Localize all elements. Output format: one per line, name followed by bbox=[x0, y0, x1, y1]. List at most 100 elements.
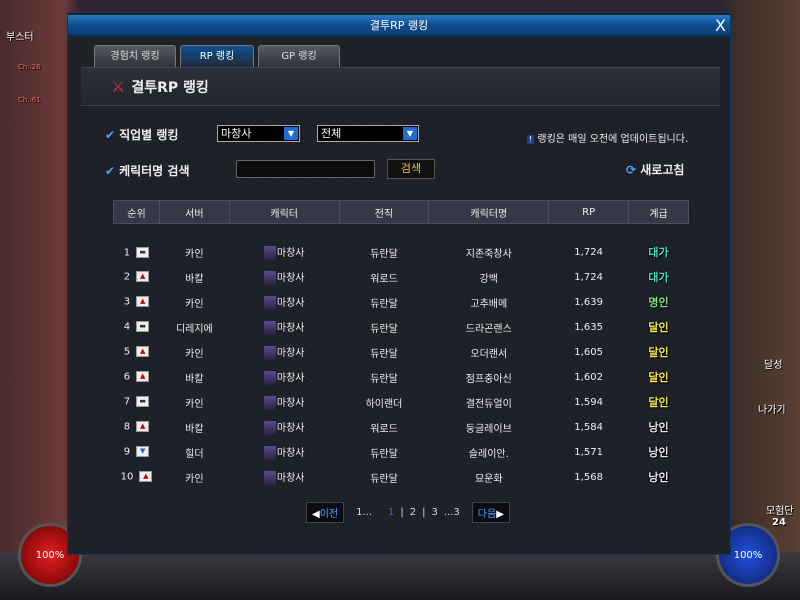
grade-cell: 낭인 bbox=[629, 415, 689, 440]
table-row[interactable]: 4 ▬ 디레지에 마창사 듀란달 드라곤랜스 1,635 달인 bbox=[114, 315, 689, 340]
title-bar[interactable]: 결투RP 랭킹 X bbox=[68, 15, 730, 37]
chevron-down-icon[interactable]: ▼ bbox=[284, 127, 298, 140]
refresh-button[interactable]: ⟳ 새로고침 bbox=[626, 161, 684, 178]
character-search-input[interactable] bbox=[236, 160, 375, 178]
game-bottom-bar bbox=[0, 552, 800, 600]
grade-cell: 달인 bbox=[629, 340, 689, 365]
character-portrait-icon bbox=[263, 271, 276, 285]
column-header: 계급 bbox=[628, 200, 689, 224]
job-cell: 마창사 bbox=[229, 465, 339, 490]
character-portrait-icon bbox=[263, 446, 276, 460]
character-name-cell[interactable]: 둥글레이브 bbox=[465, 423, 512, 435]
advancement-cell: 듀란달 bbox=[370, 448, 398, 460]
channel-label: Ch. 26 bbox=[18, 63, 41, 71]
job-select[interactable]: 마창사 ▼ bbox=[217, 125, 300, 142]
table-row[interactable]: 6 ▲ 바칼 마창사 듀란달 점프충아신 1,602 달인 bbox=[114, 365, 689, 390]
job: 마창사 bbox=[276, 373, 305, 384]
page-link-2[interactable]: 2 bbox=[409, 507, 417, 518]
table-row[interactable]: 5 ▲ 카인 마창사 듀란달 오더랜서 1,605 달인 bbox=[114, 340, 689, 365]
rank-change-up-icon: ▲ bbox=[139, 471, 153, 483]
rp-cell: 1,602 bbox=[574, 371, 603, 383]
tab-gp-ranking[interactable]: GP 랭킹 bbox=[258, 45, 340, 67]
character-name-cell[interactable]: 고추배메 bbox=[470, 298, 508, 310]
table-row[interactable]: 3 ▲ 카인 마창사 듀란달 고추배메 1,639 명인 bbox=[114, 290, 689, 315]
table-row[interactable]: 8 ▲ 바칼 마창사 워로드 둥글레이브 1,584 낭인 bbox=[114, 415, 689, 440]
advancement-cell: 듀란달 bbox=[370, 473, 398, 485]
rp-cell: 1,605 bbox=[574, 346, 603, 358]
rank: 4 bbox=[123, 321, 131, 333]
character-portrait-icon bbox=[263, 371, 276, 385]
grade-cell: 명인 bbox=[629, 290, 689, 315]
job-cell: 마창사 bbox=[229, 224, 339, 265]
rank-change-up-icon: ▲ bbox=[136, 296, 150, 308]
prev-page-button[interactable]: ◀이전 bbox=[306, 502, 345, 523]
character-name-cell[interactable]: 오더랜서 bbox=[470, 348, 508, 360]
page-link-3[interactable]: 3 bbox=[431, 507, 438, 518]
rank-cell: 6 ▲ bbox=[114, 365, 160, 390]
last-page-link[interactable]: ...3 bbox=[443, 507, 460, 518]
character-name-cell[interactable]: 점프충아신 bbox=[465, 373, 512, 385]
column-header: 캐릭터명 bbox=[428, 200, 550, 224]
rank-cell: 8 ▲ bbox=[114, 415, 160, 440]
job: 마창사 bbox=[276, 323, 305, 334]
character-name-cell[interactable]: 슬레이안. bbox=[468, 448, 509, 460]
tab-bar: 경험치 랭킹 RP 랭킹 GP 랭킹 bbox=[94, 45, 340, 67]
next-page-button[interactable]: 다음▶ bbox=[471, 502, 510, 523]
rank: 10 bbox=[120, 471, 134, 483]
character-name-cell[interactable]: 강백 bbox=[479, 273, 498, 285]
table-row[interactable]: 1 ▬ 카인 마창사 듀란달 지존죽창사 1,724 대가 bbox=[114, 224, 689, 265]
grade-badge: 대가 bbox=[648, 271, 669, 284]
advancement-cell: 듀란달 bbox=[370, 248, 398, 260]
server-cell: 카인 bbox=[185, 348, 204, 360]
rank-change-up-icon: ▲ bbox=[136, 271, 150, 283]
job: 마창사 bbox=[276, 448, 305, 459]
character-name-cell[interactable]: 지존죽창사 bbox=[465, 248, 512, 260]
refresh-icon: ⟳ bbox=[626, 163, 637, 177]
character-portrait-icon bbox=[263, 246, 276, 261]
chevron-down-icon[interactable]: ▼ bbox=[403, 127, 417, 140]
rank-cell: 4 ▬ bbox=[114, 315, 160, 340]
adventure-level: 24 bbox=[772, 517, 786, 528]
character-name-cell[interactable]: 묘운화 bbox=[474, 473, 503, 485]
job-cell: 마창사 bbox=[229, 390, 339, 415]
rank-change-down-icon: ▼ bbox=[136, 446, 150, 458]
server-cell: 카인 bbox=[185, 398, 204, 410]
next-label: 다음 bbox=[477, 509, 497, 520]
table-row[interactable]: 2 ▲ 바칼 마창사 워로드 강백 1,724 대가 bbox=[114, 265, 689, 290]
advancement-cell: 워로드 bbox=[370, 423, 398, 435]
character-portrait-icon bbox=[263, 346, 276, 360]
rank-cell: 10 ▲ bbox=[114, 465, 160, 490]
rp-cell: 1,568 bbox=[574, 471, 603, 483]
tab-rp-ranking[interactable]: RP 랭킹 bbox=[180, 45, 254, 67]
adventure-label: 모험단 bbox=[766, 506, 794, 517]
rank-cell: 2 ▲ bbox=[114, 265, 160, 290]
rank-change-up-icon: ▲ bbox=[136, 421, 150, 433]
advancement-cell: 듀란달 bbox=[370, 298, 398, 310]
exit-button[interactable]: 나가기 bbox=[758, 405, 786, 416]
close-icon[interactable]: X bbox=[715, 16, 726, 35]
sub-select[interactable]: 전체 ▼ bbox=[317, 125, 419, 142]
tab-exp-ranking[interactable]: 경험치 랭킹 bbox=[94, 45, 176, 67]
panel-heading: ⚔ 결투RP 랭킹 bbox=[81, 68, 720, 106]
search-button[interactable]: 검색 bbox=[387, 159, 435, 179]
column-header: 서버 bbox=[158, 200, 230, 224]
job-cell: 마창사 bbox=[229, 340, 339, 365]
ranking-window: 결투RP 랭킹 X 경험치 랭킹 RP 랭킹 GP 랭킹 ⚔ 결투RP 랭킹 ✔… bbox=[67, 12, 731, 555]
table-row[interactable]: 9 ▼ 힐더 마창사 듀란달 슬레이안. 1,571 낭인 bbox=[114, 440, 689, 465]
character-portrait-icon bbox=[263, 396, 276, 410]
character-name-cell[interactable]: 결전듀얼이 bbox=[465, 398, 512, 410]
job: 마창사 bbox=[276, 273, 305, 284]
rank: 9 bbox=[123, 446, 131, 458]
job-cell: 마창사 bbox=[229, 440, 339, 465]
advancement-cell: 듀란달 bbox=[370, 323, 398, 335]
job-cell: 마창사 bbox=[229, 290, 339, 315]
first-page-link[interactable]: 1... bbox=[356, 507, 373, 518]
job: 마창사 bbox=[276, 348, 305, 359]
grade-cell: 대가 bbox=[629, 265, 689, 290]
character-name-cell[interactable]: 드라곤랜스 bbox=[465, 323, 512, 335]
page-link-1[interactable]: 1 bbox=[388, 507, 395, 518]
notice-text: 랭킹은 매일 오전에 업데이트됩니다. bbox=[537, 134, 689, 145]
rp-cell: 1,724 bbox=[574, 246, 603, 258]
table-row[interactable]: 7 ▬ 카인 마창사 하이랜더 결전듀얼이 1,594 달인 bbox=[114, 390, 689, 415]
table-row[interactable]: 10 ▲ 카인 마창사 듀란달 묘운화 1,568 낭인 bbox=[114, 465, 689, 490]
